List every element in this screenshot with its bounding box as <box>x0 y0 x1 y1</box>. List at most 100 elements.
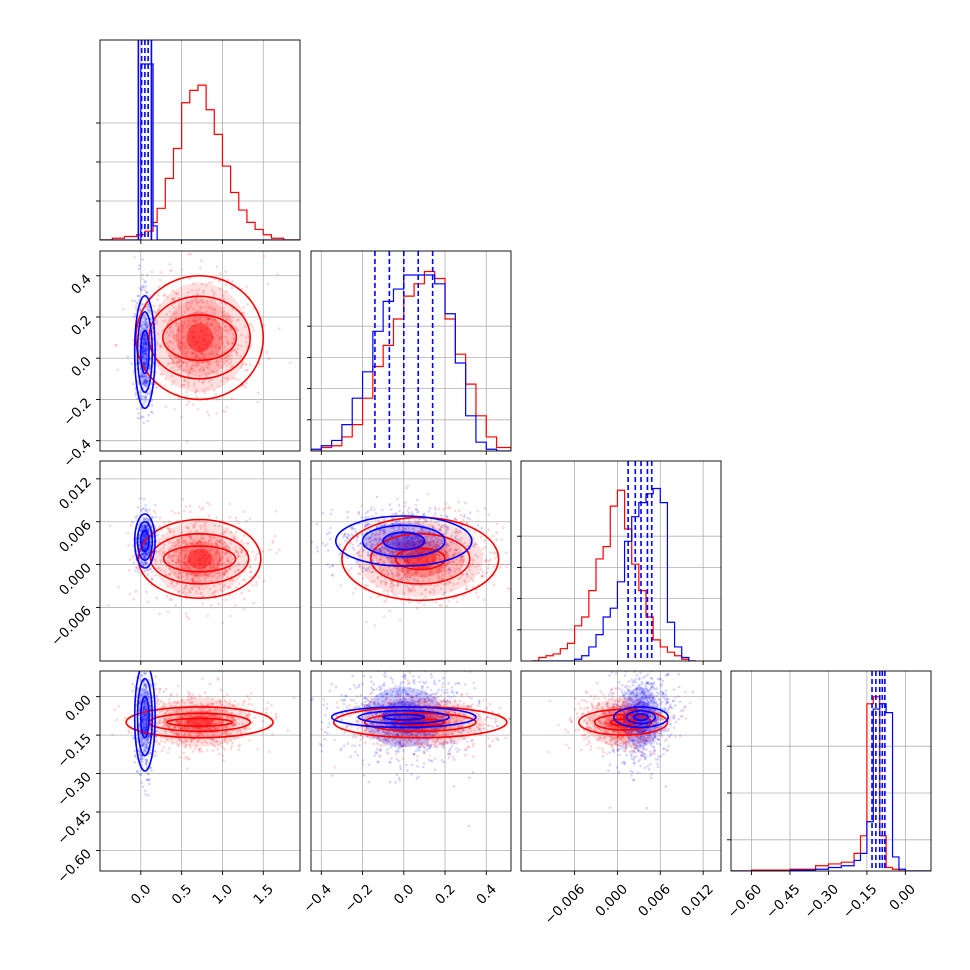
contour-blue-1-0-0 <box>140 329 150 375</box>
contour-red-1-0-1 <box>148 295 252 380</box>
contour-red-2-1-0 <box>394 547 446 571</box>
contour-red-1-0-2 <box>135 274 265 401</box>
density-fill-red-2-0-1 <box>166 531 233 586</box>
y-tick-label-3-3: −0.15 <box>54 731 95 772</box>
contour-blue-1-0-2 <box>133 294 156 410</box>
contour-red-2-1-1 <box>369 533 471 585</box>
x-tick-label-3-2: −0.30 <box>801 881 842 922</box>
contour-blue-3-1-0 <box>382 713 426 721</box>
contour-blue-2-0-1 <box>136 520 154 562</box>
y-tick-label-1-4: 0.4 <box>68 271 95 298</box>
hist-panel-0 <box>96 39 301 244</box>
density-fill-blue-2-1-1 <box>382 531 426 551</box>
scatter-panel-1-0: −0.4 −0.2 0.0 0.2 0.4 <box>60 250 301 471</box>
contour-blue-2-1-0 <box>382 531 426 551</box>
y-tick-label-2-0: −0.006 <box>48 603 95 650</box>
density-fill-blue-1-0-1 <box>142 333 148 371</box>
y-tick-label-2-2: 0.006 <box>56 517 95 556</box>
x-tick-label-2-2: 0.006 <box>635 881 674 920</box>
contour-red-2-0-1 <box>149 533 250 585</box>
y-tick-label-3-0: −0.60 <box>54 846 95 887</box>
contour-blue-2-0-2 <box>133 513 156 569</box>
y-tick-label-1-3: 0.2 <box>68 312 95 339</box>
contour-blue-3-1-2 <box>330 706 477 729</box>
hist-panel-2 <box>517 460 722 665</box>
hist-0-frame <box>99 39 301 241</box>
scatter-3-0-frame <box>99 670 301 872</box>
scatter-3-1-frame <box>310 670 512 872</box>
x-tick-label-2-1: 0.000 <box>592 881 631 920</box>
scatter-2-0-frame <box>99 460 301 662</box>
hist-blue-1 <box>311 274 511 451</box>
hist-1-frame <box>310 250 512 452</box>
y-tick-label-3-1: −0.45 <box>54 808 95 849</box>
density-fill-red-2-0-0 <box>153 520 247 597</box>
contour-red-3-0-0 <box>166 717 234 727</box>
contour-blue-3-0-2 <box>133 671 156 772</box>
density-fill-red-2-0-3 <box>187 548 212 569</box>
scatter-1-0-frame <box>99 250 301 452</box>
contour-blue-2-1-1 <box>361 524 446 558</box>
density-fill-red-3-0-2 <box>175 710 224 734</box>
density-fill-red-3-2-1 <box>596 704 651 740</box>
contour-blue-3-0-0 <box>140 695 150 739</box>
scatter-panel-2-1 <box>310 460 512 665</box>
contour-red-2-0-0 <box>162 545 237 573</box>
contour-blue-3-2-2 <box>613 706 669 729</box>
x-tick-label-0-3: 1.5 <box>250 881 277 908</box>
x-tick-label-0-2: 1.0 <box>210 881 237 908</box>
x-tick-label-3-4: 0.00 <box>886 881 919 914</box>
hist-red-3 <box>731 696 931 871</box>
contour-blue-3-0-1 <box>136 677 154 757</box>
contour-blue-1-0-1 <box>136 311 154 394</box>
x-tick-label-1-2: 0.0 <box>391 881 418 908</box>
scatter-2-1-frame <box>310 460 512 662</box>
x-tick-label-3-3: −0.15 <box>840 881 881 922</box>
y-tick-label-1-0: −0.4 <box>60 436 94 470</box>
x-tick-label-3-0: −0.60 <box>725 881 766 922</box>
y-tick-label-1-2: 0.0 <box>68 354 95 381</box>
contour-blue-3-2-0 <box>633 713 649 722</box>
density-fill-blue-3-2-1 <box>631 701 651 734</box>
y-tick-label-2-1: 0.000 <box>56 560 95 599</box>
y-tick-label-2-3: 0.012 <box>56 474 95 513</box>
scatter-panel-3-0: 0.0 0.5 1.0 1.5 −0.60−0.45−0.30−0.15 0.00 <box>54 670 301 908</box>
density-fill-red-1-0-0 <box>149 282 250 393</box>
hist-panel-3: −0.60−0.45−0.30−0.15 0.00 <box>725 670 932 922</box>
hist-blue-2 <box>531 487 696 661</box>
contour-blue-3-1-1 <box>357 709 450 725</box>
density-fill-red-2-0-2 <box>177 540 222 577</box>
x-tick-label-1-4: 0.4 <box>473 881 500 908</box>
x-tick-label-3-1: −0.45 <box>763 881 804 922</box>
scatter-panel-2-0: −0.006 0.000 0.006 0.012 <box>48 460 301 665</box>
hist-blue-3 <box>731 703 931 871</box>
scatter-3-2-frame <box>520 670 722 872</box>
hist-panel-1 <box>307 250 512 455</box>
density-fill-blue-3-1-1 <box>382 701 426 734</box>
density-fill-blue-3-0-1 <box>142 699 148 736</box>
density-fill-red-1-0-3 <box>186 323 213 353</box>
x-tick-label-2-3: 0.012 <box>678 881 717 920</box>
density-fill-red-3-0-0 <box>148 697 251 747</box>
scatter-panel-3-2: −0.006 0.000 0.006 0.012 <box>520 670 722 928</box>
y-tick-label-3-2: −0.30 <box>54 769 95 810</box>
x-tick-label-1-0: −0.4 <box>300 881 334 915</box>
x-tick-label-1-3: 0.2 <box>432 881 459 908</box>
hist-3-frame <box>730 670 932 872</box>
density-fill-blue-3-1-0 <box>363 687 444 748</box>
density-fill-red-1-0-2 <box>176 311 224 364</box>
hist-red-2 <box>531 489 696 661</box>
y-tick-label-1-1: −0.2 <box>60 395 94 429</box>
hist-red-1 <box>311 270 511 451</box>
hist-blue-0 <box>100 63 300 240</box>
contour-red-3-1-1 <box>363 712 477 733</box>
hist-2-frame <box>520 460 722 662</box>
x-tick-label-0-1: 0.5 <box>169 881 196 908</box>
x-tick-label-2-0: −0.006 <box>542 881 589 928</box>
contour-blue-2-1-2 <box>334 515 473 567</box>
contour-red-2-0-2 <box>137 518 262 599</box>
contour-red-3-0-2 <box>125 706 274 739</box>
contour-red-1-0-0 <box>162 314 238 362</box>
contour-blue-2-0-0 <box>140 529 150 553</box>
